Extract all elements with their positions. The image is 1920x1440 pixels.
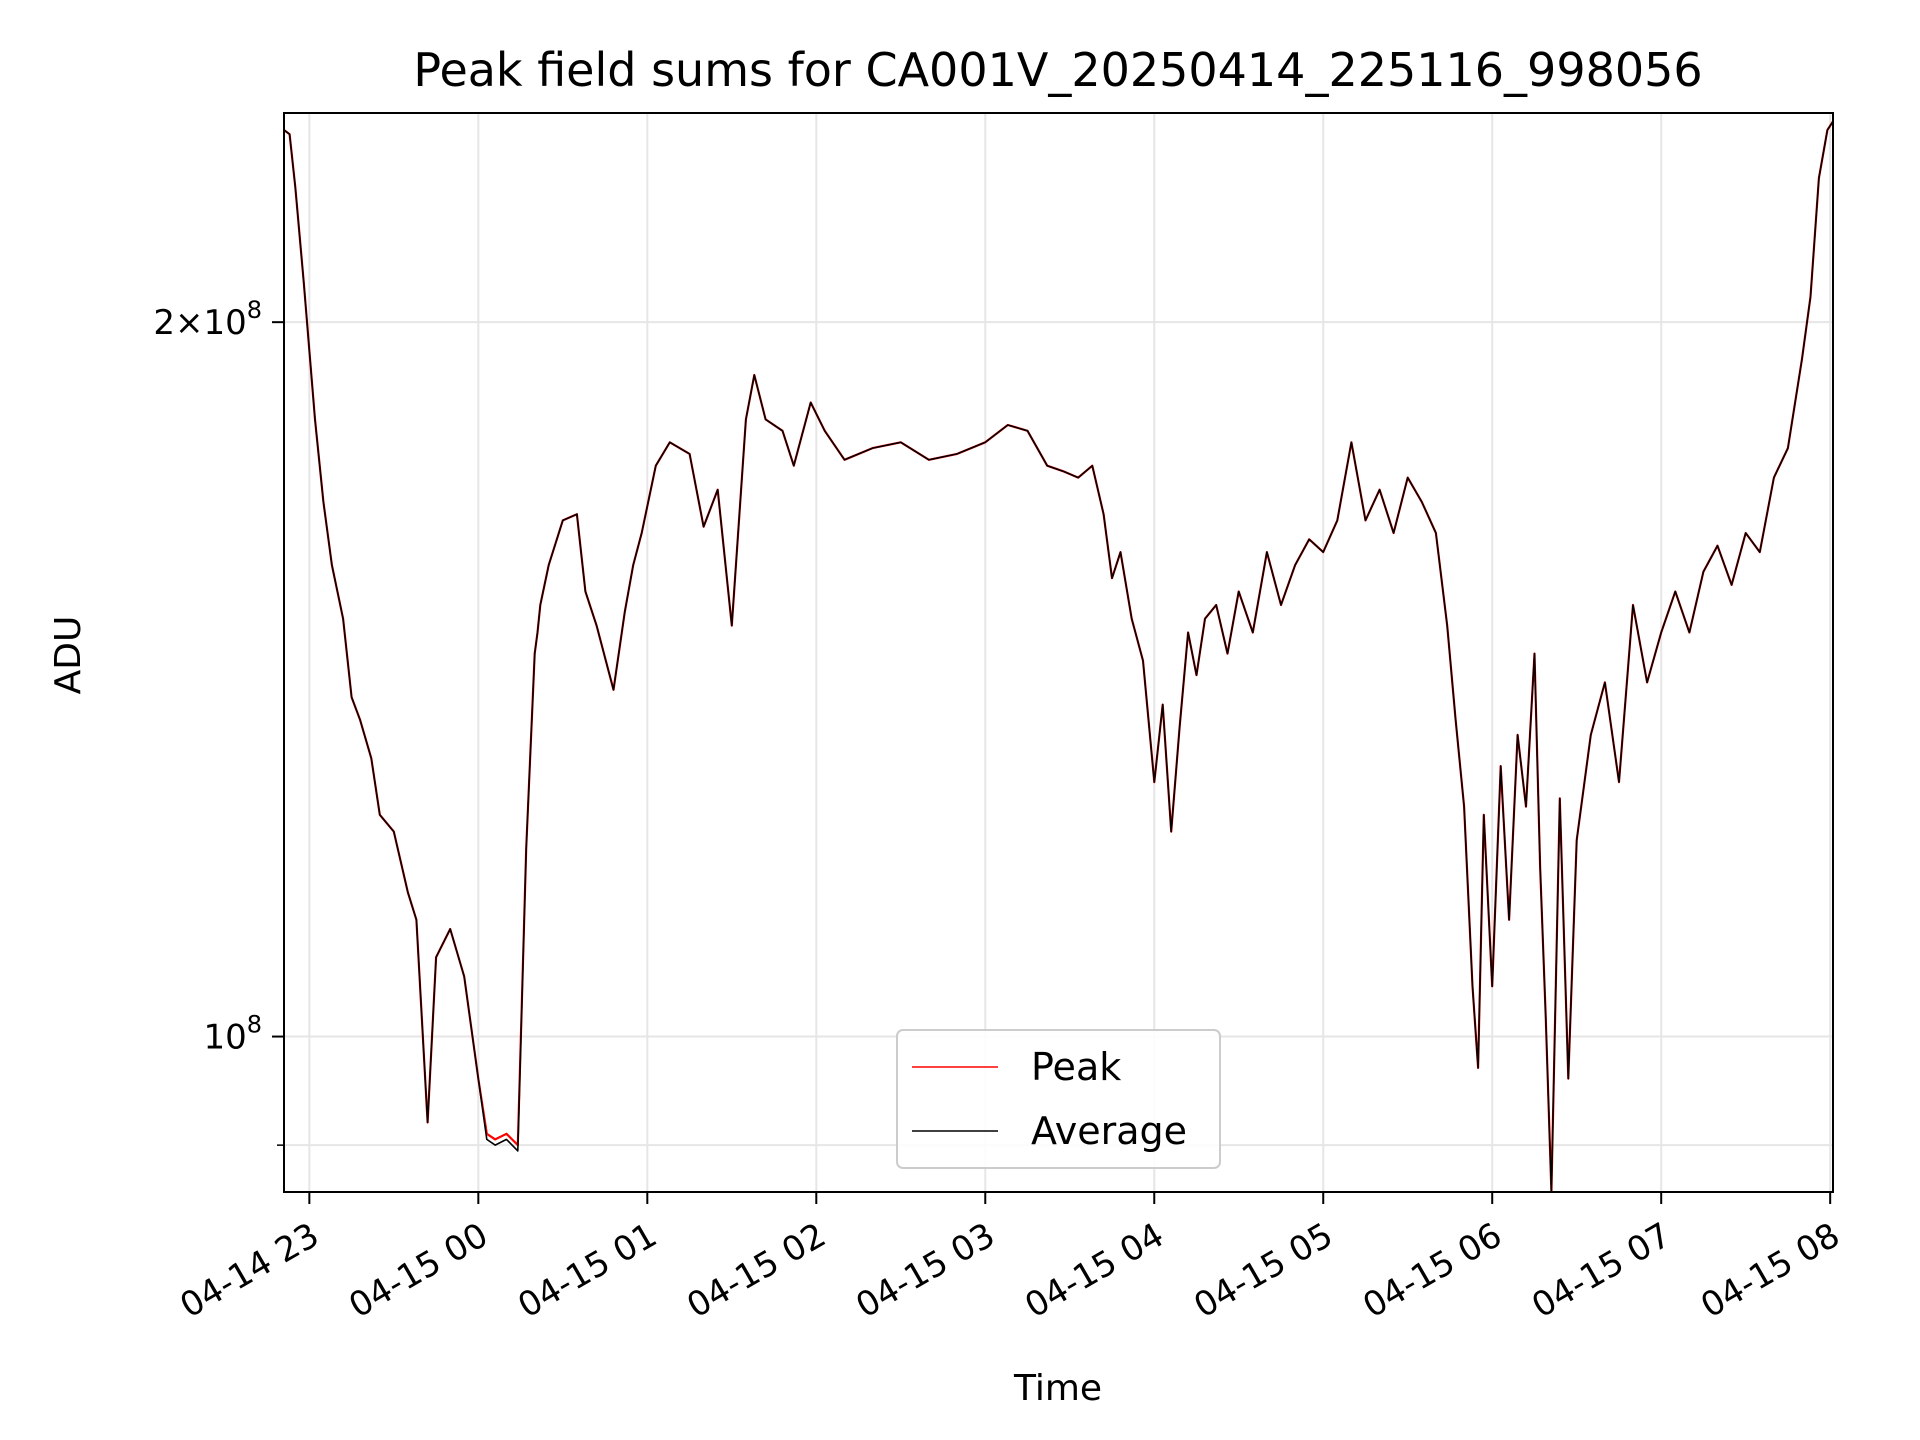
plot-frame [283, 112, 1834, 1193]
series-lines [284, 120, 1833, 1192]
legend-peak-label: Peak [1031, 1045, 1121, 1089]
y-tick-base: 10 [203, 303, 246, 343]
y-tick-exponent: 8 [247, 296, 262, 324]
series-line-average [284, 120, 1833, 1192]
chart-title: Peak field sums for CA001V_20250414_2251… [413, 43, 1702, 97]
legend-average-label: Average [1031, 1109, 1187, 1153]
y-tick-base: 10 [203, 1018, 246, 1058]
y-tick-exponent: 8 [247, 1011, 262, 1039]
grid-lines [284, 113, 1833, 1192]
legend-box [896, 1029, 1221, 1169]
y-axis-label: ADU [48, 616, 89, 695]
legend: Peak Average [896, 1029, 1221, 1169]
y-tick-label: 2×108 [153, 296, 262, 343]
y-tick-label: 108 [203, 1011, 262, 1058]
x-axis-label: Time [1013, 1368, 1102, 1409]
y-tick-mantissa: 2 [153, 303, 175, 343]
